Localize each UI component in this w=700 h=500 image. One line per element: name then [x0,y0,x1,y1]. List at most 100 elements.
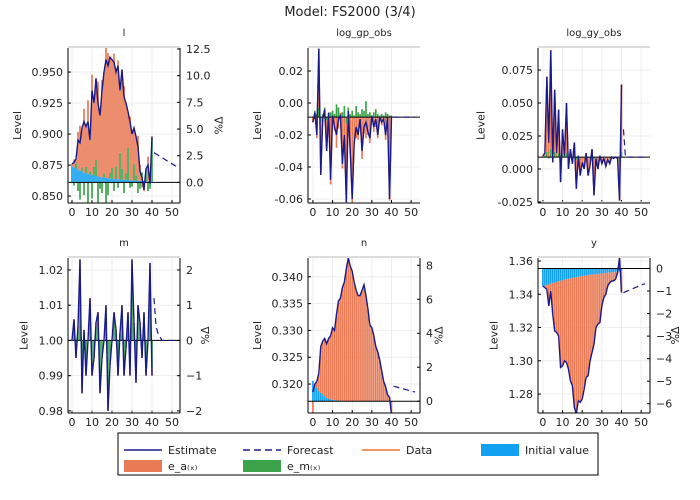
bar-e-a [546,76,548,152]
bar-e-a [357,295,359,402]
legend-item-estimate: Estimate [124,444,217,457]
bar-e-a [591,274,593,353]
x-tick-label: 50 [404,206,418,219]
bar-e-a [353,117,356,145]
bar-e-m [553,151,556,158]
bar-e-a [81,127,83,168]
x-tick-label: 50 [634,206,648,219]
bar-initial [115,179,117,183]
bar-initial [145,181,147,183]
bar-e-a [319,346,322,393]
plot-top-border [308,46,420,48]
bar-e-m [121,168,123,180]
bar-initial [555,268,558,283]
bar-e-a [341,117,344,169]
subplot-title: y [591,238,597,249]
right-tick-label: 12.5 [186,43,211,56]
plot-top-border [538,256,650,258]
bar-e-m [563,155,566,158]
legend: Estimate Forecast Data Initial value e_a₍ₓ₎ e… [117,432,599,476]
bar-initial [323,396,326,402]
bar-initial [137,180,139,183]
bar-e-a [87,100,89,174]
y-tick-label: 1.36 [509,255,534,268]
bar-e-m [380,113,383,118]
forecast-line [393,385,416,393]
series-lines [71,55,177,190]
bar-e-a [571,277,574,386]
bar-e-a [77,131,79,170]
bar-initial [99,177,101,183]
bar-e-m [317,107,320,118]
x-tick-label: 0 [69,416,76,429]
bar-e-a [382,381,385,402]
bar-e-m [549,149,552,158]
bar-initial [591,268,593,275]
bar-e-m [73,182,75,186]
bar-initial [93,175,95,183]
estimate-line [312,258,392,413]
bar-initial [87,173,89,183]
contribution-bars [71,48,153,203]
y-tick-label: 0.325 [272,351,304,364]
bar-e-m [129,182,131,188]
bar-e-a [608,272,611,283]
bar-e-a [577,276,580,401]
bar-e-a [369,325,371,402]
y-tick-label: 0.925 [32,97,64,110]
y-tick-label: 0.875 [32,159,64,172]
bar-e-a [585,275,587,378]
bar-initial [131,180,133,183]
bar-e-m [359,113,361,118]
bar-e-m [386,113,389,118]
bar-e-a [357,117,359,140]
x-tick-label: 40 [385,206,399,219]
bar-initial [151,181,153,183]
x-tick-label: 10 [556,206,570,219]
y-tick-label: 0.025 [502,130,534,143]
x-tick-label: 20 [575,206,589,219]
bar-e-a [551,283,554,315]
subplot-title: n [361,238,367,249]
bar-initial [333,400,336,402]
plot-top-border [308,256,420,258]
right-axis-label: %Δ [199,326,212,344]
series-lines [542,50,646,201]
bar-e-m [593,157,595,160]
subplot-y: 0 10 20 30 40 50 1.28 1.30 1.32 1.34 1.36 Level y −6 −… [488,238,683,429]
estimate-line [312,48,393,203]
bar-initial [117,179,119,183]
bar-e-a [101,79,103,178]
bar-e-a [312,401,314,413]
contribution-bars [312,258,393,413]
x-tick-label: 20 [105,416,119,429]
y-axis-label: Level [251,321,264,350]
bar-initial [544,268,546,286]
bar-e-a [111,59,113,169]
x-tick-label: 40 [145,416,159,429]
bar-e-a [376,351,379,402]
bar-e-a [337,300,340,401]
bar-e-m [103,173,105,178]
bar-initial [571,268,574,278]
bar-e-a [365,117,367,139]
bar-e-a [341,287,344,401]
x-tick-label: 30 [365,416,379,429]
y-tick-label: 1.34 [509,288,534,301]
x-tick-label: 0 [539,416,546,429]
right-tick-label: −3 [656,330,672,343]
bar-e-a [335,314,338,401]
bar-initial [317,391,320,402]
x-tick-label: 20 [575,416,589,429]
bar-initial [111,178,113,183]
x-tick-label: 50 [634,416,648,429]
subplot-m: 0 10 20 30 40 500.980.991.001.011.02Levelm−2−… [18,238,213,429]
legend-item-em: e_m₍ₓ₎ [243,460,321,473]
bar-e-m [99,182,101,189]
forecast-line [623,283,646,294]
bar-e-a [361,117,363,160]
right-tick-label: 2 [186,264,193,277]
bar-e-a [137,135,139,181]
bar-initial [612,268,615,273]
bar-e-a [561,280,564,366]
